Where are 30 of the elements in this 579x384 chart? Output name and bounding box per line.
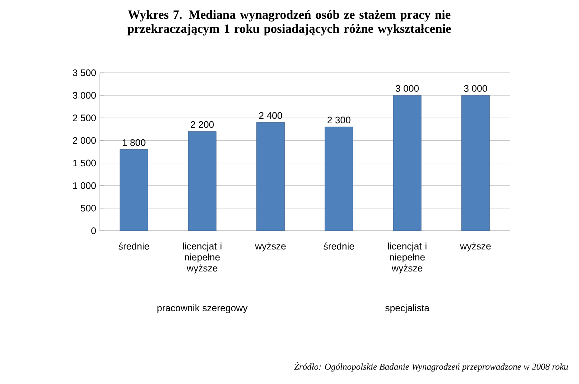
x-tick-label: wyższe	[255, 242, 286, 252]
x-tick-label: licencjat i niepełne wyższe	[388, 242, 427, 274]
data-label: 3 000	[396, 85, 419, 92]
data-label: 2 200	[191, 121, 214, 128]
y-tick-label: 3 500	[73, 70, 96, 76]
bar	[188, 131, 217, 232]
bar	[120, 150, 148, 232]
data-label: 3 000	[464, 85, 488, 92]
y-tick-label: 1 500	[73, 160, 96, 167]
x-tick-label: licencjat i niepełne wyższe	[183, 242, 222, 274]
text: specjalista	[386, 304, 430, 314]
chart-title: Wykres 7. Mediana wynagrodzeń osób ze stażem pracy nie przekraczającym 1 roku posiadających różne wykształcenie	[128, 10, 452, 36]
x-tick-label: wyższe	[460, 242, 491, 252]
x-tick-label: średnie	[118, 242, 150, 250]
bar	[256, 122, 286, 232]
bar	[462, 95, 490, 232]
data-label: 2 300	[328, 116, 351, 124]
bar	[324, 126, 354, 232]
data-label: 2 400	[259, 112, 282, 120]
y-tick-label: 2 000	[73, 137, 96, 144]
y-tick-label: 0	[92, 228, 96, 234]
text: pracownik szeregowy	[158, 304, 248, 314]
y-tick-label: 500	[80, 205, 96, 212]
bar	[393, 95, 422, 232]
y-tick-label: 1 000	[73, 182, 96, 190]
text: Źródło: Ogólnopolskie Badanie Wynagrodzeń przeprowadzone w 2008 roku	[294, 362, 568, 372]
x-tick-label: średnie	[324, 242, 354, 250]
y-tick-label: 3 000	[73, 92, 96, 99]
y-tick-label: 2 500	[73, 114, 96, 122]
data-label: 1 800	[123, 139, 146, 146]
